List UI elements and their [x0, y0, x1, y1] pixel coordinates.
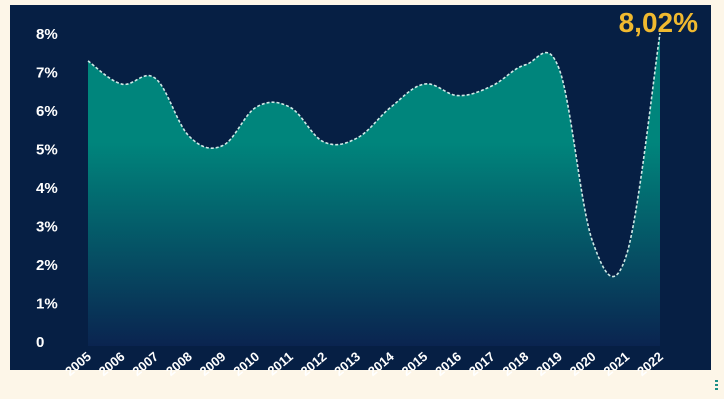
latest-value-annotation: 8,02% — [619, 7, 698, 38]
area-fill — [88, 33, 660, 346]
x-tick-label: 2007 — [129, 349, 161, 379]
y-tick-label: 8% — [36, 26, 58, 43]
x-tick-label: 2013 — [331, 349, 363, 379]
y-axis: 0 1% 2% 3% 4% 5% 6% 7% 8% — [36, 26, 58, 351]
x-tick-label: 2019 — [533, 349, 565, 379]
x-tick-label: 2021 — [600, 349, 632, 379]
y-tick-label: 0 — [36, 334, 44, 351]
x-tick-label: 2022 — [634, 349, 666, 379]
x-tick-label: 2012 — [298, 349, 330, 379]
x-tick-label: 2020 — [567, 349, 599, 379]
y-tick-label: 5% — [36, 142, 58, 159]
x-tick-label: 2011 — [265, 349, 296, 379]
x-tick-label: 2005 — [62, 349, 94, 379]
y-tick-label: 4% — [36, 180, 58, 197]
x-tick-label: 2010 — [230, 349, 262, 379]
x-tick-label: 2006 — [96, 349, 128, 379]
y-tick-label: 3% — [36, 219, 58, 236]
x-tick-label: 2008 — [163, 349, 195, 379]
x-tick-label: 2015 — [399, 349, 431, 379]
edge-mark — [715, 380, 718, 390]
x-tick-label: 2014 — [365, 348, 397, 379]
x-tick-label: 2009 — [197, 349, 229, 379]
y-tick-label: 2% — [36, 257, 58, 274]
y-tick-label: 6% — [36, 103, 58, 120]
plot-area — [87, 33, 661, 346]
x-tick-label: 2016 — [432, 349, 464, 379]
x-tick-label: 2018 — [500, 349, 532, 379]
x-tick-label: 2017 — [466, 349, 498, 379]
x-axis: 2005 2006 2007 2008 2009 2010 2011 2012 2013 2014… — [62, 348, 666, 379]
y-tick-label: 7% — [36, 65, 58, 82]
y-tick-label: 1% — [36, 296, 58, 313]
series-line — [87, 33, 661, 278]
